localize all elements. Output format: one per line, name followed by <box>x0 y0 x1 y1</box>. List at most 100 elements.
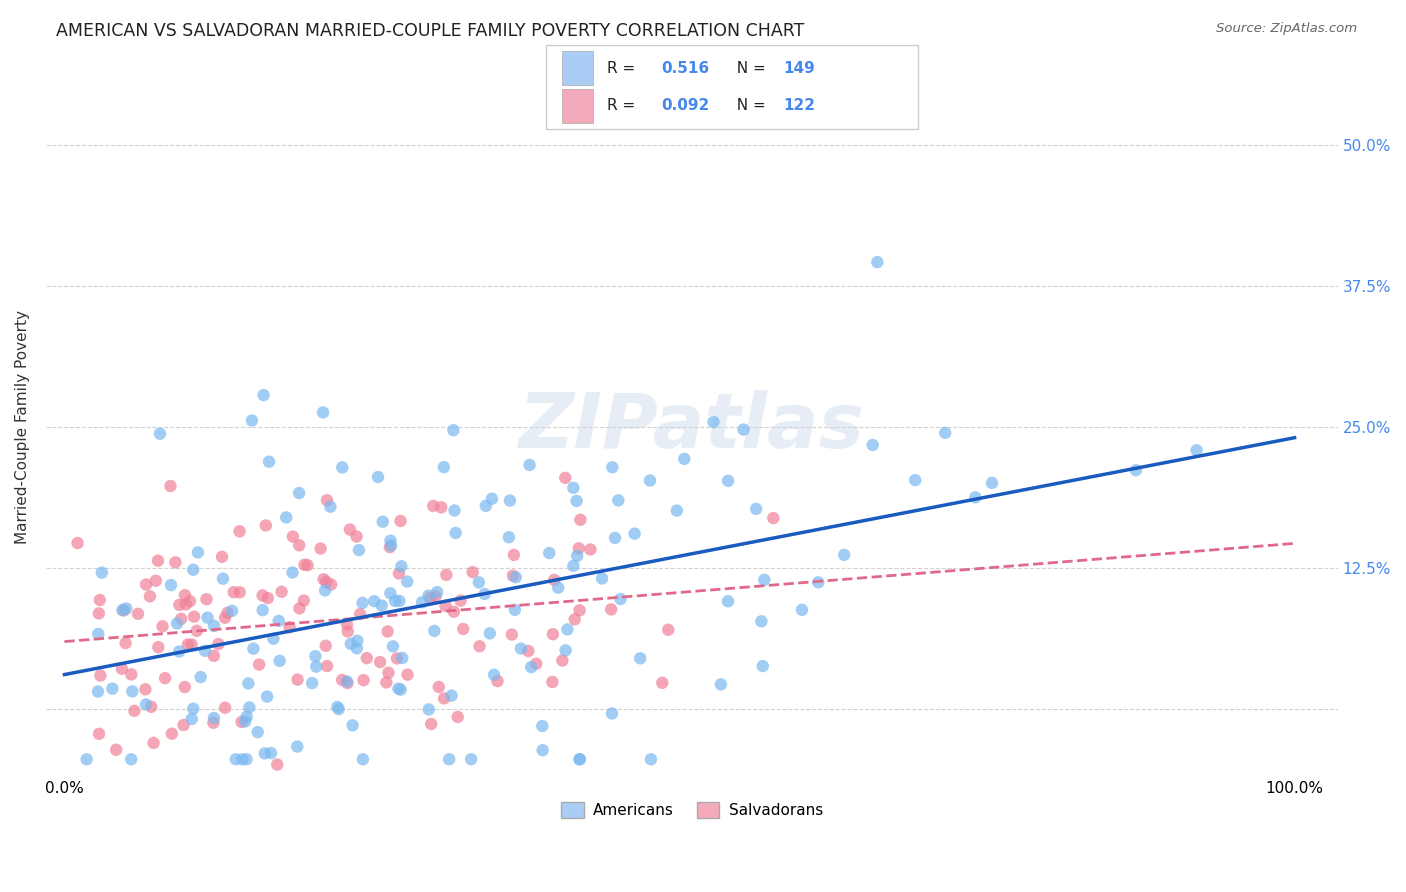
Point <box>173 718 195 732</box>
Point <box>316 659 339 673</box>
Point <box>461 565 484 579</box>
Point <box>367 470 389 484</box>
Point <box>547 581 569 595</box>
Point <box>124 704 146 718</box>
Point <box>297 558 319 573</box>
Point <box>389 559 412 574</box>
Point <box>389 514 412 528</box>
Point <box>288 486 311 500</box>
Point <box>451 622 474 636</box>
Point <box>228 524 250 539</box>
Point <box>183 609 205 624</box>
Point <box>238 700 260 714</box>
Point <box>159 479 181 493</box>
Point <box>569 513 592 527</box>
Point <box>441 423 464 437</box>
Point <box>270 584 292 599</box>
Point <box>336 674 359 689</box>
Point <box>752 659 775 673</box>
Point <box>211 549 233 564</box>
Text: Source: ZipAtlas.com: Source: ZipAtlas.com <box>1216 22 1357 36</box>
Point <box>174 598 197 612</box>
Point <box>389 682 412 697</box>
Point <box>135 577 157 591</box>
Point <box>567 549 589 563</box>
Point <box>214 611 236 625</box>
Point <box>166 616 188 631</box>
Point <box>145 574 167 588</box>
Point <box>149 426 172 441</box>
Point <box>460 752 482 766</box>
Point <box>254 518 277 533</box>
Point <box>276 510 298 524</box>
Point <box>315 639 337 653</box>
Point <box>247 657 270 672</box>
Point <box>380 586 402 600</box>
Point <box>1185 443 1208 458</box>
Point <box>375 675 398 690</box>
Point <box>253 747 276 761</box>
Point <box>717 474 740 488</box>
Text: 0.092: 0.092 <box>661 98 709 113</box>
Point <box>190 670 212 684</box>
Point <box>252 589 274 603</box>
Point <box>174 588 197 602</box>
Point <box>89 593 111 607</box>
Point <box>505 570 527 584</box>
Point <box>135 698 157 712</box>
Point <box>387 681 409 696</box>
Point <box>121 684 143 698</box>
Point <box>600 706 623 721</box>
Point <box>524 657 547 671</box>
Point <box>312 572 335 586</box>
Legend: Americans, Salvadorans: Americans, Salvadorans <box>554 797 830 824</box>
Point <box>363 594 385 608</box>
Point <box>499 493 522 508</box>
Point <box>349 607 371 621</box>
Point <box>531 743 554 757</box>
Point <box>551 653 574 667</box>
Point <box>342 718 364 732</box>
Point <box>717 594 740 608</box>
Point <box>187 545 209 559</box>
Text: 0.516: 0.516 <box>661 61 709 76</box>
Point <box>651 675 673 690</box>
Point <box>517 644 540 658</box>
Point <box>314 583 336 598</box>
Point <box>607 493 630 508</box>
Point <box>423 624 446 638</box>
Point <box>195 592 218 607</box>
Point <box>90 566 112 580</box>
Point <box>468 575 491 590</box>
Point <box>790 603 813 617</box>
Point <box>269 654 291 668</box>
Point <box>202 711 225 725</box>
Point <box>422 499 444 513</box>
Point <box>384 594 406 608</box>
Point <box>170 612 193 626</box>
Point <box>336 676 359 690</box>
Point <box>657 623 679 637</box>
Point <box>238 676 260 690</box>
Point <box>294 558 316 572</box>
Point <box>231 714 253 729</box>
Point <box>418 589 440 603</box>
Point <box>353 673 375 688</box>
Point <box>751 615 773 629</box>
Point <box>76 752 98 766</box>
Point <box>148 640 170 655</box>
Point <box>217 606 239 620</box>
Point <box>111 662 134 676</box>
Point <box>391 651 413 665</box>
Text: N =: N = <box>727 98 770 113</box>
Point <box>315 574 337 589</box>
Point <box>309 541 332 556</box>
Text: ZIPatlas: ZIPatlas <box>519 390 865 464</box>
Point <box>568 752 591 766</box>
Point <box>139 590 162 604</box>
Point <box>221 604 243 618</box>
Point <box>262 632 284 646</box>
Point <box>207 637 229 651</box>
Point <box>173 680 195 694</box>
Point <box>565 494 588 508</box>
